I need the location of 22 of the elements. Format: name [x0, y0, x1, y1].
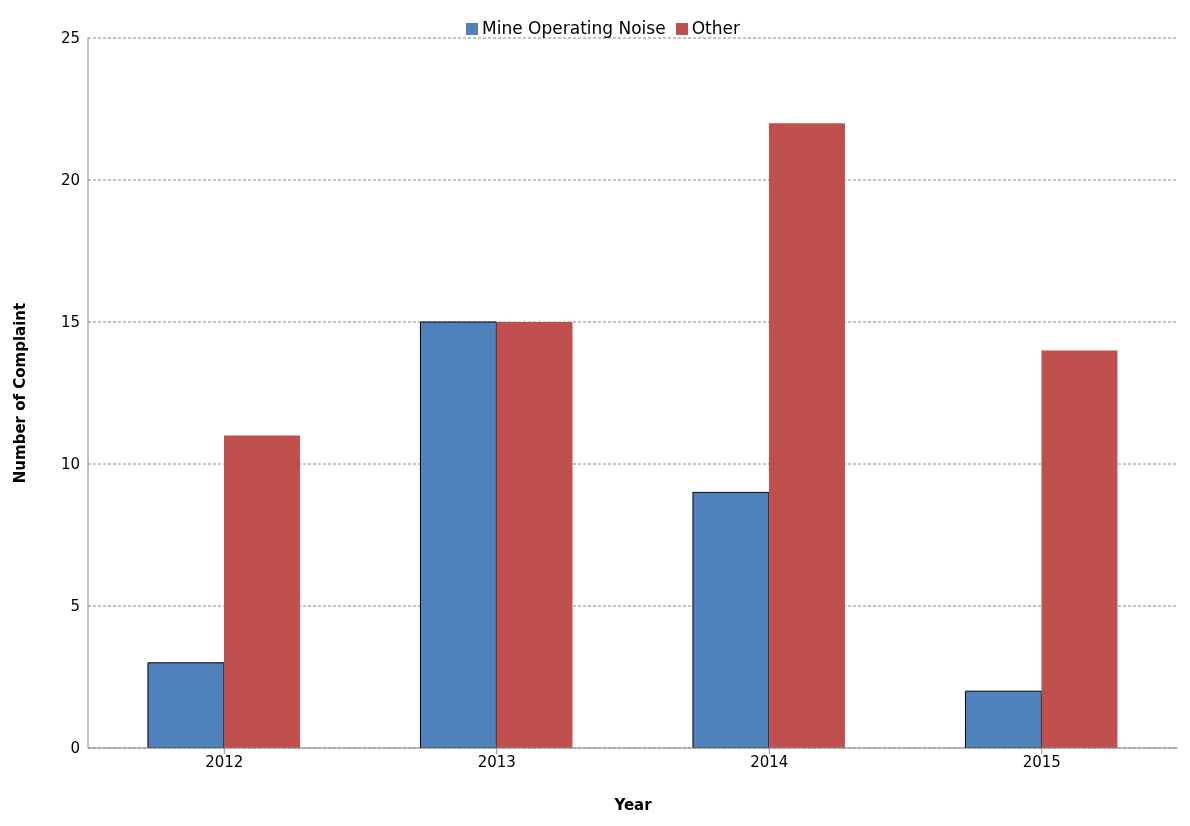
x-tick-label: 2015: [1022, 752, 1061, 771]
y-tick-label: 25: [60, 29, 80, 48]
x-tick-label: 2014: [750, 752, 789, 771]
legend-label: Mine Operating Noise: [482, 18, 666, 38]
bar: [692, 491, 770, 748]
y-tick-label: 15: [60, 313, 80, 332]
y-tick-label: 0: [70, 739, 80, 758]
legend-label: Other: [691, 18, 740, 38]
x-tick-label: 2012: [205, 752, 244, 771]
y-axis-title: Number of Complaint: [11, 302, 30, 484]
bar: [147, 662, 225, 748]
bar: [496, 322, 573, 748]
y-tick-label: 5: [70, 597, 80, 616]
y-tick-label: 10: [60, 455, 80, 474]
bar: [419, 321, 497, 748]
bar: [223, 435, 300, 748]
bar: [768, 123, 845, 748]
bar: [964, 690, 1042, 748]
x-axis-title: Year: [613, 796, 653, 814]
x-tick-label: 2013: [477, 752, 516, 771]
bar: [1041, 350, 1118, 748]
y-tick-label: 20: [60, 171, 80, 190]
